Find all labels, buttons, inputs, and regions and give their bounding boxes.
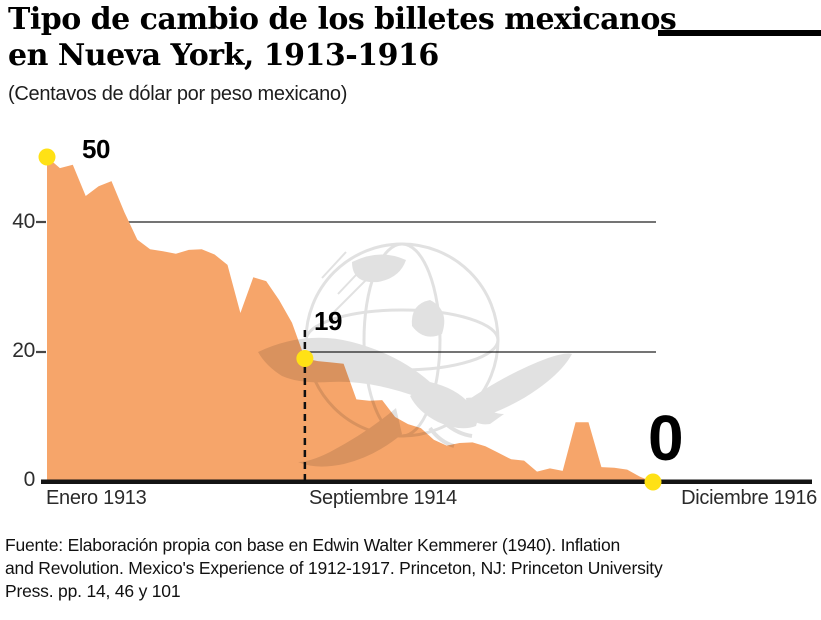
source-line-2: and Revolution. Mexico's Experience of 1… — [5, 558, 663, 578]
title-line-2: en Nueva York, 1913-1916 — [8, 38, 439, 73]
y-axis-label-0: 0 — [23, 468, 36, 491]
eagle-globe-watermark-icon — [258, 242, 572, 467]
y-axis-label-40: 40 — [12, 210, 35, 233]
x-axis-label-end: Diciembre 1916 — [681, 487, 817, 509]
x-axis-label-mid: Septiembre 1914 — [309, 487, 457, 509]
chart-unit-subtitle: (Centavos de dólar por peso mexicano) — [8, 83, 348, 105]
headline-rule — [658, 30, 821, 36]
page-title: Tipo de cambio de los billetes mexicanos… — [8, 2, 677, 74]
annotation-mid-value: 19 — [314, 306, 342, 336]
source-line-1: Fuente: Elaboración propia con base en E… — [5, 535, 621, 555]
x-axis-label-start: Enero 1913 — [46, 487, 147, 509]
source-note: Fuente: Elaboración propia con base en E… — [5, 534, 785, 603]
y-axis-label-20: 20 — [12, 339, 35, 362]
title-line-1: Tipo de cambio de los billetes mexicanos — [8, 2, 677, 37]
source-line-3: Press. pp. 14, 46 y 101 — [5, 581, 181, 601]
annotation-start-value: 50 — [82, 134, 110, 164]
annotation-end-value: 0 — [648, 402, 684, 474]
